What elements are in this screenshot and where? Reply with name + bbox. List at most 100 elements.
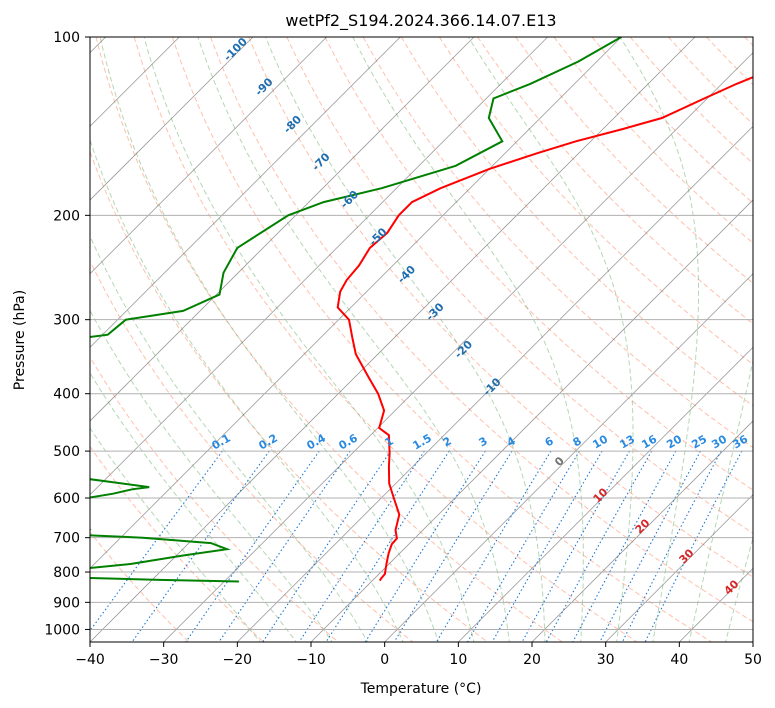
temperature-line bbox=[336, 76, 753, 582]
x-tick-label: 30 bbox=[597, 652, 615, 668]
isotherm bbox=[531, 420, 753, 642]
y-tick-label: 100 bbox=[53, 30, 80, 46]
background-lines bbox=[90, 37, 753, 642]
dry-adiabat bbox=[362, 37, 753, 449]
dry-adiabat bbox=[286, 37, 753, 534]
mixing-ratio-line bbox=[364, 450, 486, 642]
moist-adiabat bbox=[99, 37, 440, 642]
dry-adiabat bbox=[744, 37, 753, 47]
dewpoint-line bbox=[90, 37, 622, 583]
y-tick-label: 700 bbox=[53, 531, 80, 547]
mixing-ratio-label: 20 bbox=[664, 432, 684, 451]
x-tick-label: −30 bbox=[149, 652, 179, 668]
y-tick-label: 900 bbox=[53, 595, 80, 611]
mixing-ratio-label: 0.1 bbox=[210, 431, 233, 452]
isotherm bbox=[90, 37, 622, 569]
dry-adiabat bbox=[90, 259, 414, 642]
dry-adiabat-label: -100 bbox=[221, 35, 250, 64]
moist-adiabat-label: 10 bbox=[591, 485, 611, 505]
y-tick-label: 200 bbox=[53, 208, 80, 224]
mixing-ratio-line bbox=[621, 450, 722, 642]
moist-adiabat-label: 20 bbox=[633, 516, 653, 536]
moist-adiabat bbox=[90, 371, 297, 642]
isotherm bbox=[237, 125, 753, 642]
isotherm bbox=[310, 199, 753, 642]
isotherm bbox=[90, 37, 475, 422]
mixing-ratio-label: 1 bbox=[383, 434, 396, 449]
dry-adiabat-label: -60 bbox=[338, 188, 361, 211]
mixing-ratio-label: 6 bbox=[543, 434, 556, 449]
dry-adiabat bbox=[171, 37, 713, 642]
x-tick-label: 10 bbox=[449, 652, 467, 668]
isotherm bbox=[163, 52, 753, 642]
pressure-gridlines bbox=[90, 37, 753, 630]
x-tick-label: 20 bbox=[523, 652, 541, 668]
y-tick-label: 400 bbox=[53, 387, 80, 403]
dry-adiabat bbox=[553, 37, 753, 244]
isotherm bbox=[752, 641, 753, 642]
x-axis-label: Temperature (°C) bbox=[360, 681, 482, 697]
moist-adiabat-label: 40 bbox=[722, 577, 742, 597]
y-tick-label: 800 bbox=[53, 565, 80, 581]
moist-adiabat bbox=[725, 536, 753, 642]
y-tick-label: 1000 bbox=[44, 622, 80, 638]
mixing-ratio-label: 3 bbox=[477, 434, 490, 449]
mixing-ratio-line bbox=[298, 450, 425, 642]
mixing-ratio-line bbox=[218, 450, 351, 642]
dry-adiabat-label: -70 bbox=[309, 150, 332, 173]
x-tick-label: 0 bbox=[380, 652, 389, 668]
x-tick-label: 50 bbox=[744, 652, 762, 668]
mixing-ratio-line bbox=[131, 450, 270, 642]
dry-adiabat bbox=[90, 531, 190, 642]
dry-adiabat bbox=[90, 445, 265, 642]
y-axis: 100 200 300 400 500 600 700 800 900 1000 bbox=[44, 30, 90, 638]
dry-adiabat bbox=[133, 37, 638, 642]
x-tick-label: 40 bbox=[670, 652, 688, 668]
line-labels: -100-90-80-70-60-50-40-30-20-100.1 0.2 0.4… bbox=[210, 35, 751, 598]
y-tick-label: 500 bbox=[53, 444, 80, 460]
mixing-ratio-label: 2 bbox=[441, 434, 454, 449]
dry-adiabat bbox=[438, 37, 753, 366]
mixing-ratio-label: 25 bbox=[689, 433, 709, 452]
dry-adiabat-label: -90 bbox=[252, 75, 275, 98]
y-tick-label: 300 bbox=[53, 313, 80, 329]
mixing-ratio-line bbox=[521, 450, 630, 642]
isotherm bbox=[90, 37, 696, 642]
isotherm bbox=[605, 494, 753, 642]
x-tick-label: −10 bbox=[296, 652, 326, 668]
moist-adiabat-label: 30 bbox=[677, 546, 697, 566]
moist-adiabat bbox=[90, 427, 261, 642]
mixing-ratio-line bbox=[644, 450, 743, 642]
x-tick-label: −20 bbox=[223, 652, 253, 668]
dry-adiabat-label: -40 bbox=[395, 263, 418, 286]
plot-frame bbox=[89, 36, 754, 643]
profile-lines bbox=[90, 37, 753, 583]
mixing-ratio-line bbox=[491, 450, 603, 642]
isotherm bbox=[458, 346, 753, 642]
y-tick-label: 600 bbox=[53, 491, 80, 507]
mixing-ratio-line bbox=[262, 450, 392, 642]
mixing-ratio-label: 16 bbox=[639, 432, 659, 451]
moist-adiabat bbox=[688, 358, 753, 642]
mixing-ratio-line bbox=[325, 450, 450, 642]
mixing-ratio-label: 30 bbox=[709, 432, 729, 451]
isotherm bbox=[90, 37, 401, 348]
mixing-ratio-line bbox=[466, 450, 580, 642]
isotherm bbox=[384, 273, 753, 642]
dry-adiabat bbox=[248, 37, 753, 578]
y-axis-label: Pressure (hPa) bbox=[12, 290, 28, 390]
isotherm bbox=[90, 37, 254, 201]
isotherm bbox=[679, 567, 753, 642]
dry-adiabat bbox=[324, 37, 753, 491]
dry-adiabat bbox=[90, 150, 489, 642]
x-axis: −40 −30 −20 −10 0 10 20 30 40 50 bbox=[75, 642, 762, 668]
chart-title: wetPf2_S194.2024.366.14.07.E13 bbox=[285, 11, 556, 31]
isotherm bbox=[90, 37, 548, 496]
dry-adiabat-label: -80 bbox=[281, 113, 304, 136]
mixing-ratio-label: 10 bbox=[590, 432, 610, 451]
mixing-ratio-line bbox=[572, 450, 677, 642]
mixing-ratio-line bbox=[393, 450, 513, 642]
x-tick-label: −40 bbox=[75, 652, 105, 668]
isotherm bbox=[90, 37, 327, 275]
